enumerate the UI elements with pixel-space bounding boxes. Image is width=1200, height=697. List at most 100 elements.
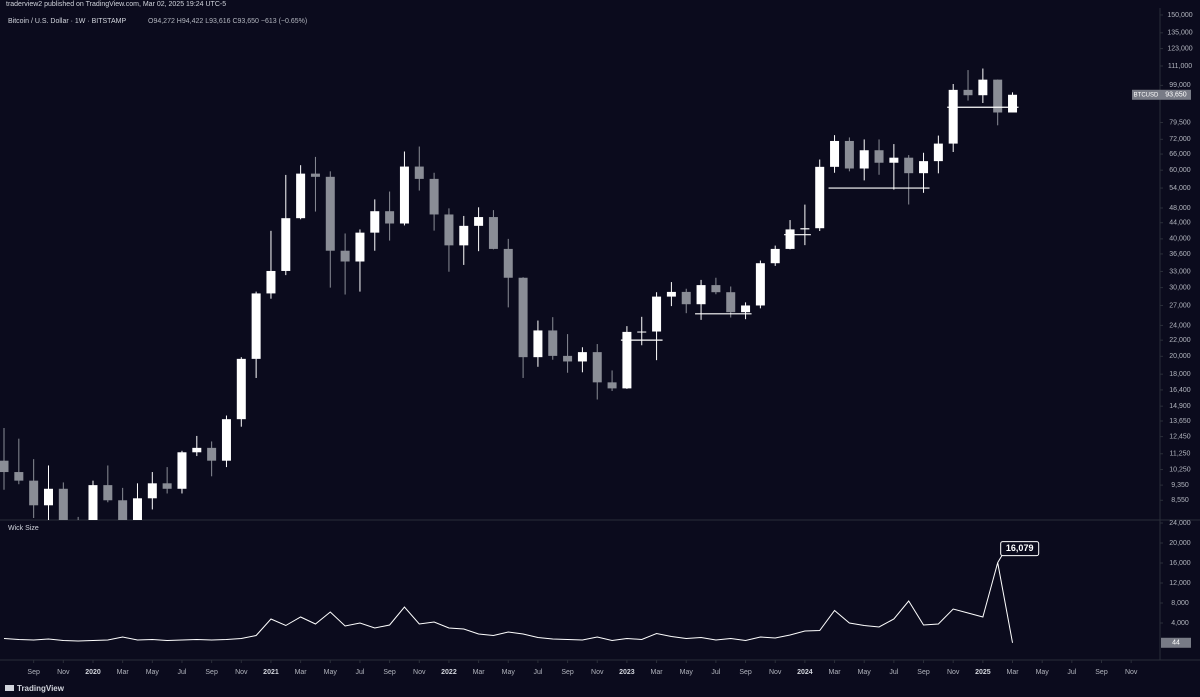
candle-body [207, 447, 217, 461]
x-tick-label: Nov [769, 669, 782, 676]
x-tick-label: 2021 [263, 669, 279, 676]
candle-body [637, 331, 647, 333]
x-tick-label: 2022 [441, 669, 457, 676]
candle-body [296, 173, 306, 219]
candle-body [29, 480, 39, 506]
x-tick-label: Sep [739, 669, 752, 676]
y-tick-label: 33,000 [1169, 268, 1191, 275]
last-price-label: 93,650 [1165, 92, 1187, 99]
candle-body [399, 166, 409, 224]
y-tick-label: 13,650 [1169, 418, 1191, 425]
candle-body [859, 150, 869, 169]
candle-body [830, 140, 840, 167]
y-tick-label: 44,000 [1169, 220, 1191, 227]
y-tick-label: 22,000 [1169, 337, 1191, 344]
candle-body [622, 331, 632, 389]
x-tick-label: Jul [533, 669, 542, 676]
x-tick-label: Sep [383, 669, 396, 676]
published-line: traderview2 published on TradingView.com… [6, 1, 226, 8]
candle-body [963, 89, 973, 96]
candle-body [844, 140, 854, 169]
y-tick-label: 11,250 [1170, 451, 1191, 458]
x-tick-label: Jul [355, 669, 364, 676]
candle-body [177, 452, 187, 489]
candle-body [681, 291, 691, 305]
candle-body [533, 330, 543, 358]
candle-body [488, 217, 498, 249]
callout-label: 16,079 [1006, 543, 1034, 553]
candle-body [711, 285, 721, 293]
x-tick-label: Mar [117, 669, 130, 676]
candle-body [0, 460, 9, 473]
x-tick-label: May [680, 669, 694, 676]
x-tick-label: Mar [1006, 669, 1019, 676]
y-tick-label: 4,000 [1171, 620, 1189, 627]
y-tick-label: 24,000 [1169, 322, 1191, 329]
candle-body [147, 483, 157, 499]
symbol-legend: Bitcoin / U.S. Dollar · 1W · BITSTAMP [8, 18, 126, 25]
y-tick-label: 79,500 [1169, 119, 1191, 126]
price-pane [0, 68, 1019, 520]
candle-body [162, 483, 172, 489]
candle-body [993, 79, 1003, 113]
last-price-box [1161, 89, 1191, 100]
candle-body [281, 218, 291, 271]
y-tick-label: 16,400 [1169, 387, 1191, 394]
candle-body [770, 248, 780, 264]
last-value-box [1161, 637, 1191, 648]
x-tick-label: May [324, 669, 338, 676]
y-tick-label: 16,000 [1169, 560, 1191, 567]
tradingview-logo [5, 685, 14, 691]
y-tick-label: 150,000 [1167, 12, 1192, 19]
y-tick-label: 111,000 [1168, 63, 1192, 70]
x-tick-label: May [502, 669, 516, 676]
candle-body [889, 157, 899, 163]
candle-body [251, 293, 261, 359]
candle-body [563, 355, 573, 362]
x-tick-label: Sep [1095, 669, 1108, 676]
x-tick-label: Sep [917, 669, 930, 676]
y-tick-label: 66,000 [1169, 151, 1191, 158]
x-tick-label: Nov [947, 669, 960, 676]
candle-body [978, 79, 988, 96]
axes: 150,000 135,000 123,000 111,000 99,000 79,500… [27, 12, 1192, 676]
y-tick-label: 14,900 [1169, 403, 1191, 410]
candle-body [503, 248, 513, 278]
y-tick-label: 72,000 [1169, 136, 1191, 143]
indicator-title: Wick Size [8, 525, 39, 532]
candle-body [58, 488, 68, 520]
candle-body [666, 291, 676, 297]
y-tick-label: 99,000 [1169, 82, 1191, 89]
y-tick-label: 54,000 [1169, 185, 1191, 192]
x-tick-label: Nov [413, 669, 426, 676]
candle-body [607, 382, 617, 389]
last-value-label: 44 [1172, 640, 1180, 647]
wick-pane [3, 562, 1014, 643]
candle-body [800, 228, 810, 230]
candle-body [14, 472, 24, 481]
x-tick-label: 2024 [797, 669, 813, 676]
candle-body [370, 211, 380, 233]
candle-body [221, 419, 231, 461]
candle-body [474, 217, 484, 226]
y-tick-label: 8,550 [1171, 497, 1189, 504]
y-tick-label: 27,000 [1169, 302, 1191, 309]
candle-body [192, 447, 202, 453]
callout-box [1000, 541, 1040, 557]
x-tick-label: Sep [27, 669, 40, 676]
candle-body [919, 161, 929, 174]
x-tick-label: 2020 [85, 669, 101, 676]
candle-body [429, 178, 439, 215]
candle-body [785, 229, 795, 249]
y-tick-label: 123,000 [1167, 45, 1192, 52]
y-tick-label: 40,000 [1169, 236, 1191, 243]
candle-body [385, 211, 395, 224]
candle-body [266, 270, 276, 294]
candle-body [904, 157, 914, 174]
candle-body [310, 173, 320, 177]
candle-body [726, 292, 736, 313]
y-tick-label: 36,600 [1169, 251, 1191, 258]
candle-body [43, 488, 53, 506]
candle-body [696, 285, 706, 305]
